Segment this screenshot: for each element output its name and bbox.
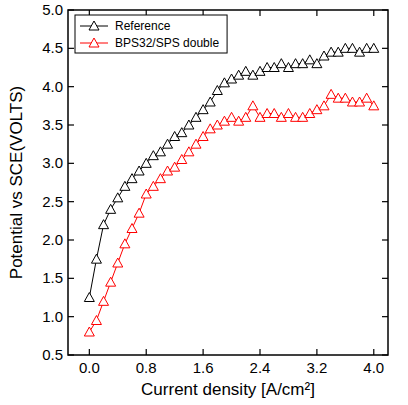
y-tick-label: 4.5 bbox=[42, 39, 63, 56]
legend-label: BPS32/SPS double bbox=[115, 36, 219, 50]
y-tick-label: 3.0 bbox=[42, 154, 63, 171]
data-point bbox=[269, 109, 279, 118]
data-point bbox=[84, 327, 94, 336]
x-tick-label: 2.4 bbox=[250, 359, 271, 376]
legend-box bbox=[75, 15, 227, 53]
data-point bbox=[205, 97, 215, 106]
x-tick bbox=[373, 349, 374, 355]
y-tick-label: 2.5 bbox=[42, 193, 63, 210]
x-tick-top bbox=[316, 10, 317, 16]
y-tick-right bbox=[382, 48, 388, 49]
data-point bbox=[106, 204, 116, 213]
x-tick-label: 0.8 bbox=[136, 359, 157, 376]
x-tick-label: 0.0 bbox=[79, 359, 100, 376]
y-tick-right bbox=[382, 201, 388, 202]
x-tick-top bbox=[373, 10, 374, 16]
y-tick-right bbox=[382, 239, 388, 240]
y-tick-label: 0.5 bbox=[42, 346, 63, 363]
legend-label: Reference bbox=[115, 19, 171, 33]
y-tick bbox=[68, 354, 74, 355]
data-point bbox=[369, 101, 379, 110]
x-tick bbox=[203, 349, 204, 355]
y-tick bbox=[68, 278, 74, 279]
y-tick-label: 3.5 bbox=[42, 116, 63, 133]
y-tick-right bbox=[382, 278, 388, 279]
data-point bbox=[326, 89, 336, 98]
x-axis-label: Current density [A/cm²] bbox=[141, 380, 315, 399]
data-point bbox=[305, 55, 315, 64]
data-point bbox=[241, 66, 251, 75]
series-line bbox=[89, 94, 373, 332]
data-point bbox=[134, 208, 144, 217]
x-tick-label: 4.0 bbox=[363, 359, 384, 376]
y-axis-label: Potential vs SCE(VOLTS) bbox=[7, 86, 26, 279]
data-point bbox=[99, 220, 109, 229]
legend-marker bbox=[89, 38, 99, 47]
data-point bbox=[113, 193, 123, 202]
data-point bbox=[283, 109, 293, 118]
data-point bbox=[319, 101, 329, 110]
data-point bbox=[106, 277, 116, 286]
y-tick-right bbox=[382, 163, 388, 164]
x-tick-label: 3.2 bbox=[306, 359, 327, 376]
legend-marker bbox=[89, 21, 99, 30]
data-point bbox=[227, 112, 237, 121]
y-tick-right bbox=[382, 354, 388, 355]
y-tick-label: 2.0 bbox=[42, 231, 63, 248]
y-tick-right bbox=[382, 86, 388, 87]
y-tick-label: 5.0 bbox=[42, 1, 63, 18]
data-point bbox=[84, 293, 94, 302]
data-point bbox=[369, 43, 379, 52]
chart: 0.0 0.8 1.6 2.4 3.2 4.0 0.5 1.0 1.5 2.0 2.5 3.0 3.5 4… bbox=[0, 0, 408, 405]
y-tick bbox=[68, 124, 74, 125]
data-point bbox=[91, 254, 101, 263]
y-tick bbox=[68, 9, 74, 10]
series-line bbox=[89, 48, 373, 297]
plot-frame bbox=[68, 10, 388, 355]
y-tick bbox=[68, 239, 74, 240]
y-tick bbox=[68, 316, 74, 317]
y-tick-label: 1.5 bbox=[42, 269, 63, 286]
x-tick bbox=[259, 349, 260, 355]
y-tick-right bbox=[382, 9, 388, 10]
y-tick-right bbox=[382, 124, 388, 125]
data-point bbox=[127, 224, 137, 233]
y-tick-right bbox=[382, 316, 388, 317]
x-tick-label: 1.6 bbox=[193, 359, 214, 376]
data-area bbox=[84, 43, 378, 336]
x-tick bbox=[316, 349, 317, 355]
x-tick bbox=[146, 349, 147, 355]
data-point bbox=[276, 59, 286, 68]
data-point bbox=[340, 93, 350, 102]
y-tick bbox=[68, 86, 74, 87]
data-point bbox=[241, 112, 251, 121]
data-point bbox=[248, 101, 258, 110]
data-point bbox=[362, 93, 372, 102]
y-tick bbox=[68, 201, 74, 202]
x-tick-top bbox=[259, 10, 260, 16]
y-tick bbox=[68, 48, 74, 49]
data-point bbox=[347, 43, 357, 52]
data-point bbox=[91, 316, 101, 325]
data-point bbox=[113, 258, 123, 267]
y-tick bbox=[68, 163, 74, 164]
x-tick bbox=[89, 349, 90, 355]
data-point bbox=[120, 239, 130, 248]
legend: Reference BPS32/SPS double bbox=[75, 15, 227, 53]
y-tick-label: 1.0 bbox=[42, 308, 63, 325]
data-point bbox=[99, 296, 109, 305]
y-tick-label: 4.0 bbox=[42, 78, 63, 95]
